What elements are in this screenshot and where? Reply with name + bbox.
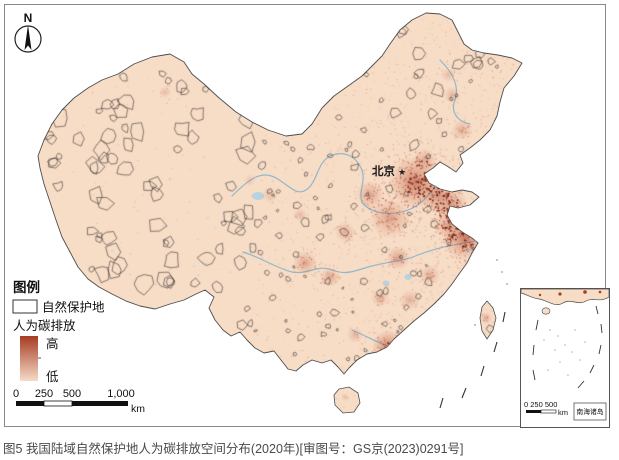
nine-dash-line bbox=[439, 311, 506, 409]
caption: 图5 我国陆域自然保护地人为碳排放空间分布(2020年)[审图号：GS京(202… bbox=[3, 442, 464, 456]
scalebar: 0 250 500 1,000 km bbox=[13, 388, 145, 415]
coastal-islets bbox=[474, 259, 508, 326]
inset-map: 0 250 500 km 南海诸岛 bbox=[520, 288, 610, 428]
inset-scale-seg-1 bbox=[526, 410, 541, 413]
beijing-star-icon: ★ bbox=[398, 167, 406, 177]
high-label: 高 bbox=[46, 336, 59, 351]
inset-scale-unit: km bbox=[558, 408, 568, 417]
legend: 图例 自然保护地 人为碳排放 高 低 bbox=[12, 279, 105, 384]
reserve-label: 自然保护地 bbox=[42, 300, 105, 315]
inset-dash-line bbox=[532, 305, 603, 389]
reserve-swatch bbox=[12, 299, 38, 314]
inset-hainan bbox=[541, 307, 551, 315]
beijing-label: 北京 bbox=[372, 164, 395, 178]
scalebar-tick-0: 0 bbox=[13, 388, 19, 400]
inset-coast bbox=[520, 288, 610, 305]
emission-label: 人为碳排放 bbox=[13, 318, 76, 333]
low-label: 低 bbox=[46, 370, 59, 384]
inset-title-box bbox=[573, 402, 607, 421]
legend-title: 图例 bbox=[13, 279, 40, 295]
scalebar-tick-1000: 1,000 bbox=[107, 388, 135, 400]
inset-title: 南海诸岛 bbox=[576, 407, 603, 416]
scalebar-seg-2 bbox=[43, 400, 73, 407]
inset-scale-ticks: 0 250 500 bbox=[524, 400, 557, 409]
scalebar-seg-3 bbox=[72, 401, 128, 406]
inset-scale-seg-2 bbox=[540, 409, 557, 414]
scalebar-seg-1 bbox=[16, 401, 44, 406]
scalebar-unit: km bbox=[131, 403, 145, 415]
inset-coast-emissions bbox=[538, 290, 602, 297]
inset-scalebar: 0 250 500 km bbox=[524, 400, 568, 417]
scalebar-tick-500: 500 bbox=[63, 388, 81, 400]
north-arrow: N bbox=[14, 11, 42, 53]
north-label: N bbox=[24, 11, 33, 25]
emission-gradient-swatch bbox=[20, 336, 38, 381]
scalebar-tick-250: 250 bbox=[35, 388, 53, 400]
inset-islets bbox=[543, 329, 586, 376]
compass-needle bbox=[24, 25, 32, 50]
